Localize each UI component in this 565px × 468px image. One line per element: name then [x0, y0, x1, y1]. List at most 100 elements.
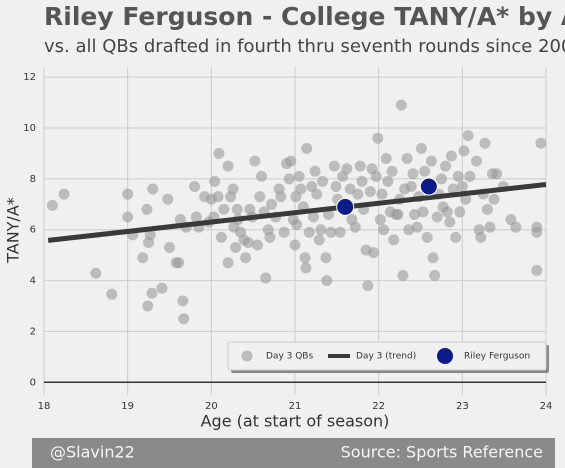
- point: [341, 163, 353, 175]
- highlight-point: [336, 197, 355, 216]
- point: [447, 183, 459, 195]
- point: [313, 234, 325, 246]
- point: [222, 160, 234, 172]
- point: [227, 183, 239, 195]
- y-tick-label: 6: [30, 225, 36, 236]
- point: [458, 145, 470, 157]
- point: [141, 203, 153, 215]
- point: [372, 132, 384, 144]
- x-tick-label: 18: [38, 401, 51, 412]
- point: [362, 280, 374, 292]
- point: [481, 203, 493, 215]
- point: [307, 211, 319, 223]
- point: [230, 242, 242, 254]
- point: [325, 226, 337, 238]
- footer-credit: @Slavin22: [50, 443, 135, 462]
- point: [142, 300, 154, 312]
- point: [411, 221, 423, 233]
- point: [386, 165, 398, 177]
- point: [309, 165, 321, 177]
- point: [178, 313, 190, 325]
- point: [299, 252, 311, 264]
- point: [417, 206, 429, 218]
- legend: Day 3 QBs Day 3 (trend) Riley Ferguson: [227, 341, 549, 373]
- legend-label: Day 3 (trend): [356, 352, 416, 362]
- point: [320, 252, 332, 264]
- point: [283, 173, 295, 185]
- point: [431, 211, 443, 223]
- point: [122, 211, 134, 223]
- point: [189, 181, 201, 193]
- highlight-point: [419, 177, 438, 196]
- point: [293, 170, 305, 182]
- point: [162, 193, 174, 205]
- point: [143, 236, 155, 248]
- point: [58, 188, 70, 200]
- point: [275, 191, 287, 203]
- point: [260, 272, 272, 284]
- point: [222, 257, 234, 269]
- point: [46, 199, 58, 211]
- point: [328, 160, 340, 172]
- x-tick-label: 19: [121, 401, 134, 412]
- chart-title: Riley Ferguson - College TANY/A* by Age: [44, 2, 565, 31]
- point: [464, 170, 476, 182]
- point: [266, 198, 278, 210]
- y-tick-label: 12: [23, 72, 36, 83]
- y-tick-label: 2: [30, 326, 36, 337]
- point: [209, 175, 221, 187]
- point: [450, 231, 462, 243]
- point: [354, 160, 366, 172]
- point: [251, 239, 263, 251]
- point: [388, 234, 400, 246]
- point: [368, 247, 380, 259]
- point: [356, 175, 368, 187]
- point: [317, 175, 329, 187]
- point: [242, 236, 254, 248]
- point: [415, 142, 427, 154]
- point: [156, 282, 168, 294]
- x-tick-label: 22: [372, 401, 385, 412]
- y-tick-label: 0: [30, 377, 36, 388]
- point: [531, 226, 543, 238]
- point: [231, 203, 243, 215]
- point: [212, 191, 224, 203]
- point: [374, 214, 386, 226]
- y-tick-label: 8: [30, 174, 36, 185]
- legend-swatch: [437, 348, 453, 364]
- point: [392, 208, 404, 220]
- point: [376, 188, 388, 200]
- legend-label: Riley Ferguson: [464, 352, 530, 362]
- point: [164, 242, 175, 254]
- point: [405, 181, 417, 193]
- x-tick-label: 24: [540, 401, 553, 412]
- point: [427, 252, 439, 264]
- point: [484, 221, 496, 233]
- point: [213, 147, 225, 159]
- point: [382, 175, 394, 187]
- x-tick-label: 21: [289, 401, 302, 412]
- point: [254, 191, 266, 203]
- point: [421, 231, 433, 243]
- y-tick-label: 10: [23, 123, 36, 134]
- point: [419, 165, 431, 177]
- point: [215, 231, 227, 243]
- point: [460, 193, 472, 205]
- point: [291, 219, 303, 231]
- point: [535, 137, 547, 149]
- x-tick-label: 23: [456, 401, 469, 412]
- point: [147, 183, 159, 195]
- point: [475, 231, 487, 243]
- point: [289, 239, 301, 251]
- legend-swatch: [241, 350, 253, 362]
- point: [440, 160, 452, 172]
- point: [334, 226, 346, 238]
- point: [452, 170, 464, 182]
- point: [106, 288, 118, 300]
- legend-label: Day 3 QBs: [266, 352, 313, 362]
- point: [409, 208, 421, 220]
- point: [380, 153, 392, 165]
- point: [303, 226, 315, 238]
- point: [403, 224, 415, 236]
- point: [407, 168, 419, 180]
